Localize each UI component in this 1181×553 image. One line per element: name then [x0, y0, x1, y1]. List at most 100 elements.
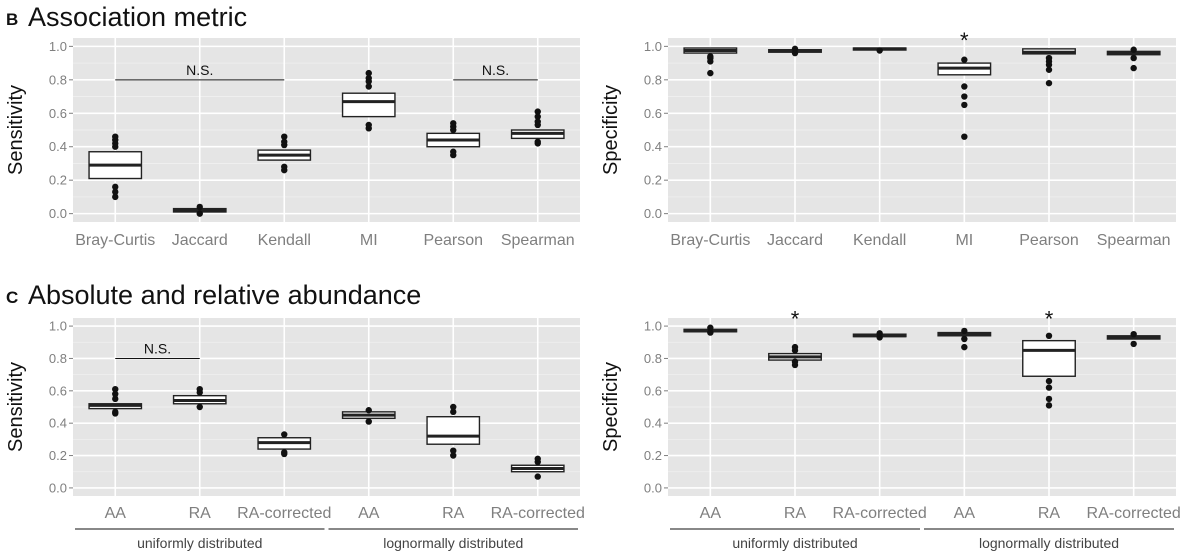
- outlier-point: [112, 408, 119, 416]
- y-tick-label: 0.2: [49, 448, 67, 463]
- chart-c-sensitivity: 0.0 0.2 0.4 0.6 0.8 1.0 Sensitivity AA RA RA-corr…: [5, 318, 585, 551]
- chart-b-specificity: 0.0 0.2 0.4 0.6 0.8 1.0 Specificity Bray-Curtis…: [600, 28, 1176, 249]
- outlier-point: [961, 93, 968, 100]
- y-tick-label: 0.8: [49, 72, 67, 87]
- y-tick-label: 0.0: [49, 480, 67, 495]
- y-tick-label: 1.0: [49, 39, 67, 54]
- outlier-point: [707, 324, 714, 331]
- outlier-point: [791, 45, 799, 53]
- chart-c-specificity: 0.0 0.2 0.4 0.6 0.8 1.0 Specificity AA RA RA-corr…: [600, 306, 1181, 551]
- outlier-point: [961, 56, 968, 63]
- outlier-point: [196, 210, 203, 217]
- x-tick-label: AA: [954, 505, 976, 522]
- outlier-point: [365, 121, 372, 129]
- y-tick-label: 0.4: [644, 139, 662, 154]
- outlier-point: [196, 403, 203, 411]
- significance-star: *: [960, 28, 969, 53]
- y-tick-label: 0.2: [49, 173, 67, 188]
- outlier-point: [961, 133, 968, 140]
- outlier-point: [450, 403, 457, 411]
- y-tick-label: 0.6: [644, 106, 662, 121]
- outlier-point: [112, 183, 119, 191]
- outlier-point: [450, 447, 457, 454]
- group-label: lognormally distributed: [979, 535, 1119, 551]
- outlier-point: [534, 113, 541, 120]
- y-tick-label: 1.0: [644, 39, 662, 54]
- outlier-point: [112, 395, 119, 403]
- outlier-point: [450, 148, 457, 155]
- outlier-point: [707, 329, 714, 336]
- y-axis-label: Sensitivity: [5, 85, 27, 175]
- x-tick-label: AA: [700, 505, 722, 522]
- y-axis-label: Specificity: [600, 85, 622, 175]
- y-tick-label: 0.0: [644, 206, 662, 221]
- outlier-point: [1045, 332, 1053, 339]
- outlier-point: [365, 418, 372, 425]
- y-tick-label: 0.8: [49, 351, 67, 366]
- outlier-point: [450, 120, 457, 127]
- outlier-point: [281, 163, 288, 170]
- x-tick-label: Pearson: [423, 232, 483, 249]
- outlier-point: [707, 53, 714, 60]
- outlier-point: [1045, 395, 1053, 403]
- y-tick-label: 1.0: [49, 319, 67, 334]
- x-tick-label: RA-corrected: [237, 505, 331, 522]
- outlier-point: [365, 74, 372, 82]
- outlier-point: [112, 188, 119, 196]
- x-tick-label: Kendall: [258, 232, 311, 249]
- x-tick-label: Jaccard: [172, 232, 228, 249]
- outlier-point: [1045, 377, 1053, 385]
- y-tick-label: 0.8: [644, 351, 662, 366]
- outlier-point: [1130, 64, 1137, 72]
- outlier-point: [365, 69, 372, 77]
- significance-star: *: [791, 306, 800, 331]
- outlier-point: [961, 101, 968, 109]
- outlier-point: [1130, 46, 1137, 53]
- y-tick-label: 0.4: [644, 416, 662, 431]
- y-tick-label: 0.4: [49, 416, 67, 431]
- x-tick-label: Bray-Curtis: [670, 232, 750, 249]
- outlier-point: [196, 386, 203, 393]
- outlier-point: [534, 473, 541, 480]
- significance-label: N.S.: [144, 340, 171, 356]
- significance-star: *: [1045, 306, 1054, 331]
- panel-title-b: Association metric: [28, 2, 247, 32]
- outlier-point: [1045, 66, 1053, 73]
- outlier-point: [961, 343, 968, 351]
- x-tick-label: Pearson: [1019, 232, 1079, 249]
- outlier-point: [961, 83, 968, 90]
- outlier-point: [365, 83, 372, 90]
- group-label: uniformly distributed: [732, 535, 857, 551]
- outlier-point: [961, 327, 968, 335]
- x-tick-label: MI: [360, 232, 378, 249]
- outlier-point: [1045, 54, 1053, 62]
- y-tick-label: 0.6: [49, 106, 67, 121]
- outlier-point: [876, 330, 883, 337]
- outlier-point: [1045, 384, 1053, 391]
- x-tick-label: AA: [105, 505, 127, 522]
- outlier-point: [1130, 340, 1137, 348]
- outlier-point: [1130, 54, 1137, 62]
- outlier-point: [112, 193, 119, 201]
- y-tick-label: 0.6: [49, 383, 67, 398]
- outlier-point: [196, 203, 203, 211]
- y-tick-label: 0.4: [49, 139, 67, 154]
- panel-title-c: Absolute and relative abundance: [28, 280, 421, 310]
- group-label: uniformly distributed: [137, 535, 262, 551]
- outlier-point: [876, 47, 883, 54]
- y-axis-label: Sensitivity: [5, 362, 27, 452]
- x-tick-label: Spearman: [501, 232, 575, 249]
- significance-label: N.S.: [482, 62, 509, 78]
- outlier-point: [534, 108, 541, 115]
- y-tick-label: 0.8: [644, 72, 662, 87]
- panel-letter-b: B: [6, 10, 18, 29]
- x-tick-label: Kendall: [853, 232, 906, 249]
- outlier-point: [281, 133, 288, 140]
- outlier-point: [112, 386, 119, 393]
- x-tick-label: RA: [1038, 505, 1061, 522]
- outlier-point: [791, 358, 799, 365]
- x-tick-label: Bray-Curtis: [75, 232, 155, 249]
- chart-b-sensitivity: 0.0 0.2 0.4 0.6 0.8 1.0 Sensitivity Bray-Curtis…: [5, 38, 580, 249]
- y-tick-label: 0.2: [644, 448, 662, 463]
